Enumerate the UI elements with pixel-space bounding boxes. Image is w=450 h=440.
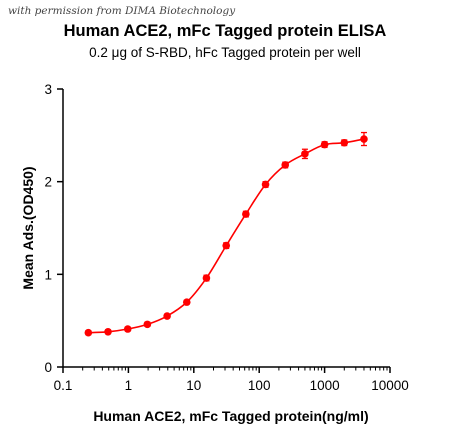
y-tick-label: 1 xyxy=(44,267,52,282)
x-tick-label: 1000 xyxy=(310,378,340,393)
fit-curve xyxy=(88,138,365,334)
x-tick-label: 10000 xyxy=(371,378,409,393)
plot-area: 0 1 2 3 0.1 1 10 100 1000 10000 xyxy=(44,82,408,393)
data-point xyxy=(84,328,93,337)
y-tick-label: 0 xyxy=(44,360,52,375)
chart-title: Human ACE2, mFc Tagged protein ELISA xyxy=(64,22,387,40)
data-point xyxy=(301,150,309,158)
x-tick-label: 100 xyxy=(248,378,271,393)
data-point xyxy=(104,327,112,336)
data-point xyxy=(261,180,270,189)
data-point xyxy=(222,241,231,250)
x-axis-label: Human ACE2, mFc Tagged protein(ng/ml) xyxy=(93,408,368,424)
data-point xyxy=(123,325,132,333)
data-point xyxy=(281,161,290,169)
data-point xyxy=(182,298,191,306)
x-tick-label: 1 xyxy=(125,378,133,393)
data-point xyxy=(143,320,152,329)
chart-subtitle: 0.2 μg of S-RBD, hFc Tagged protein per … xyxy=(89,45,361,60)
y-tick-label: 3 xyxy=(44,82,52,97)
x-tick-label: 10 xyxy=(186,378,201,393)
data-point xyxy=(340,138,349,147)
data-point xyxy=(360,135,368,143)
data-point xyxy=(163,312,171,320)
x-tick-label: 0.1 xyxy=(54,378,73,393)
data-point xyxy=(242,210,250,218)
data-point xyxy=(320,140,329,149)
data-point xyxy=(202,274,211,282)
y-tick-label: 2 xyxy=(44,175,52,190)
watermark-text: with permission from DIMA Biotechnology xyxy=(8,5,236,17)
y-axis-label: Mean Ads.(OD450) xyxy=(20,166,36,289)
